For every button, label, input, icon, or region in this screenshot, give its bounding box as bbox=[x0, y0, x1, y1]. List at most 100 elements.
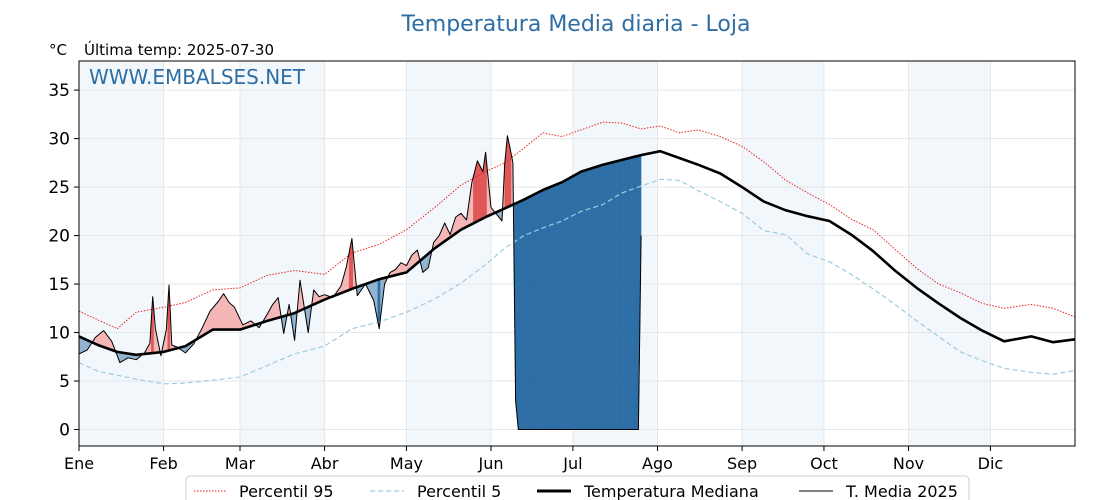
deviation-fill bbox=[575, 173, 578, 430]
watermark: WWW.EMBALSES.NET bbox=[89, 65, 306, 89]
deviation-fill bbox=[630, 157, 632, 430]
legend-label-p5: Percentil 5 bbox=[417, 482, 501, 500]
deviation-fill bbox=[621, 159, 624, 430]
deviation-fill bbox=[590, 167, 593, 430]
y-axis: 0 5 10 15 20 25 30 35 bbox=[48, 81, 79, 441]
deviation-fill bbox=[636, 155, 639, 430]
x-axis: Ene Feb Mar Abr May Jun Jul Ago Sep Oct Nov Dic bbox=[64, 446, 1003, 473]
last-temp-label: Última temp: 2025-07-30 bbox=[84, 40, 274, 59]
deviation-fill bbox=[82, 337, 85, 353]
y-tick-label: 10 bbox=[48, 324, 70, 344]
deviation-fill bbox=[458, 213, 460, 233]
deviation-fill bbox=[219, 296, 222, 330]
grid-lines bbox=[78, 61, 1075, 446]
deviation-fill bbox=[81, 337, 84, 353]
deviation-fill bbox=[567, 178, 569, 430]
series-line-actual bbox=[78, 135, 642, 430]
deviation-fill bbox=[534, 193, 537, 430]
y-unit-label: °C bbox=[49, 41, 67, 59]
deviation-fill bbox=[552, 185, 554, 430]
deviation-fill bbox=[211, 307, 213, 331]
deviation-fill bbox=[224, 295, 227, 330]
deviation-fill bbox=[598, 165, 601, 430]
deviation-fill bbox=[276, 297, 279, 319]
month-band bbox=[742, 61, 824, 446]
deviation-fill bbox=[541, 189, 544, 430]
deviation-fill bbox=[119, 352, 122, 363]
month-bands bbox=[79, 61, 991, 446]
x-tick-label: Dic bbox=[978, 454, 1004, 473]
deviation-fill bbox=[215, 302, 218, 330]
deviation-fill bbox=[583, 170, 586, 430]
deviation-fill bbox=[615, 161, 617, 430]
legend-label-p95: Percentil 95 bbox=[239, 482, 334, 500]
deviation-fill bbox=[609, 162, 612, 430]
deviation-fill bbox=[632, 156, 635, 430]
deviation-fill bbox=[507, 135, 509, 208]
deviation-fill bbox=[564, 179, 567, 430]
deviation-fill bbox=[560, 181, 563, 430]
chart-title: Temperatura Media diaria - Loja bbox=[401, 12, 751, 37]
deviation-fill bbox=[628, 157, 631, 430]
y-tick-label: 0 bbox=[59, 421, 70, 441]
month-band bbox=[79, 61, 164, 446]
series-line-median bbox=[78, 149, 1076, 357]
deviation-fill bbox=[545, 187, 548, 430]
series-line-p95 bbox=[78, 121, 1076, 330]
deviation-fill bbox=[553, 184, 556, 430]
legend: Percentil 95 Percentil 5 Temperatura Med… bbox=[185, 475, 970, 500]
x-tick-label: Jun bbox=[478, 454, 504, 473]
legend-label-median: Temperatura Mediana bbox=[583, 482, 759, 500]
deviation-fill bbox=[477, 160, 479, 222]
deviation-fill bbox=[526, 197, 529, 430]
x-tick-label: Nov bbox=[893, 454, 924, 473]
deviation-fill bbox=[623, 158, 625, 430]
deviation-fill bbox=[587, 168, 590, 430]
deviation-fill bbox=[230, 303, 233, 330]
y-tick-label: 30 bbox=[48, 130, 70, 150]
deviation-fill bbox=[216, 300, 219, 330]
deviation-fill bbox=[473, 171, 475, 224]
deviation-fill bbox=[538, 191, 541, 430]
deviation-fill bbox=[273, 300, 276, 320]
deviation-fill bbox=[523, 198, 526, 430]
plot-frame bbox=[78, 60, 1076, 447]
deviation-fill bbox=[460, 212, 463, 231]
deviation-fill bbox=[475, 160, 478, 223]
month-band bbox=[908, 61, 991, 446]
deviation-fill bbox=[556, 183, 559, 430]
deviation-fill bbox=[212, 305, 215, 330]
deviation-fill bbox=[272, 302, 275, 320]
deviation-fill bbox=[617, 160, 620, 430]
x-tick-label: Abr bbox=[311, 454, 339, 473]
deviation-fill bbox=[227, 299, 230, 330]
x-tick-label: Feb bbox=[149, 454, 177, 473]
deviation-fill bbox=[561, 181, 564, 430]
deviation-fill bbox=[585, 169, 587, 430]
deviation-fill bbox=[481, 168, 484, 220]
y-tick-label: 25 bbox=[48, 178, 70, 198]
deviation-fill bbox=[223, 293, 226, 330]
deviation-fill bbox=[456, 214, 459, 233]
deviation-fill bbox=[610, 162, 613, 430]
deviation-fill bbox=[533, 193, 535, 430]
deviation-fill bbox=[101, 330, 104, 348]
x-tick-label: Sep bbox=[727, 454, 757, 473]
deviation-fill bbox=[518, 201, 520, 430]
deviation-fill bbox=[231, 304, 234, 330]
deviation-fill bbox=[220, 295, 223, 330]
deviation-fill bbox=[549, 186, 552, 430]
x-tick-label: Jul bbox=[562, 454, 582, 473]
deviation-fill bbox=[557, 182, 560, 430]
deviation-fill bbox=[580, 170, 583, 430]
y-tick-label: 15 bbox=[48, 275, 70, 295]
deviation-fill bbox=[619, 160, 621, 430]
deviation-fill bbox=[529, 195, 531, 430]
y-tick-label: 5 bbox=[59, 372, 70, 392]
deviation-fill bbox=[537, 191, 539, 430]
deviation-fill bbox=[572, 175, 575, 430]
deviation-fill bbox=[625, 158, 628, 430]
x-tick-label: Oct bbox=[810, 454, 838, 473]
deviation-fill bbox=[613, 161, 616, 430]
